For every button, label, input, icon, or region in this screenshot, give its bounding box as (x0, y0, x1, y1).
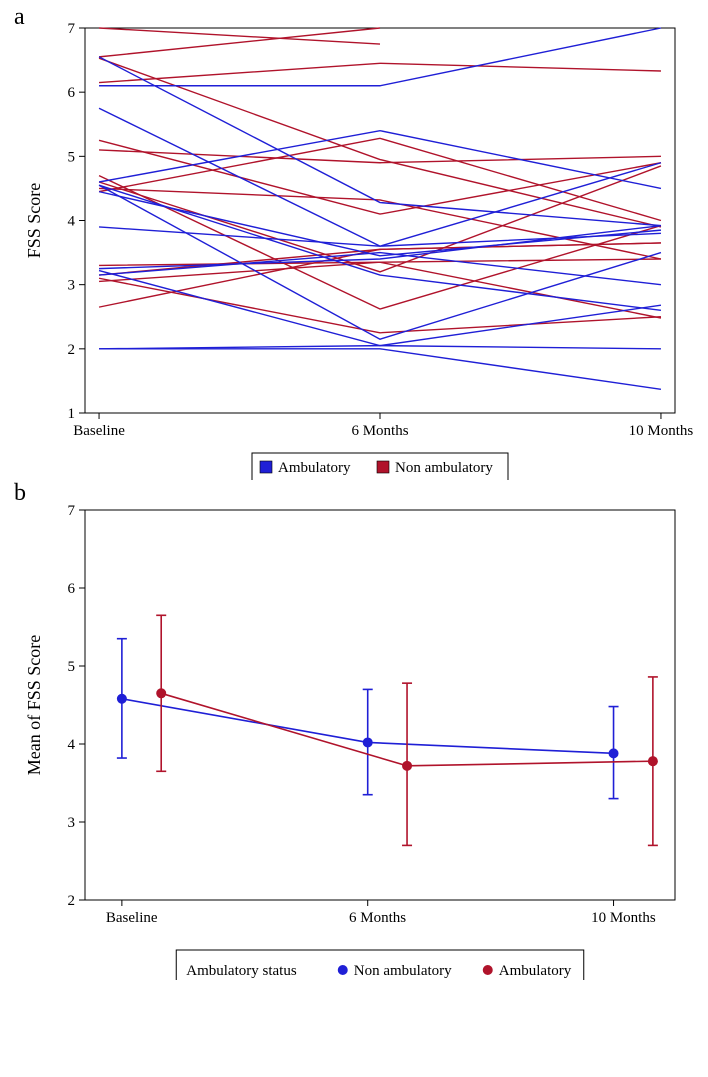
panel-b: b 2 3 4 5 6 7 Mean of FSS Score Baseline 6 Month… (0, 480, 708, 980)
svg-text:5: 5 (68, 149, 76, 165)
svg-text:Non ambulatory: Non ambulatory (354, 963, 452, 979)
svg-text:5: 5 (68, 659, 76, 675)
panel-a-chart: 1 2 3 4 5 6 7 FSS Score Baseline 6 Months 10 Month… (0, 0, 708, 480)
panel-a-label: a (14, 4, 25, 31)
svg-text:Ambulatory: Ambulatory (499, 963, 572, 979)
svg-text:2: 2 (68, 342, 76, 358)
svg-text:4: 4 (68, 737, 76, 753)
svg-text:4: 4 (68, 214, 76, 230)
svg-text:10 Months: 10 Months (629, 423, 694, 439)
svg-text:Baseline: Baseline (73, 423, 125, 439)
svg-text:7: 7 (68, 21, 76, 37)
svg-text:2: 2 (68, 893, 76, 909)
svg-text:Mean of FSS Score: Mean of FSS Score (24, 635, 44, 776)
panel-a: a 1 2 3 4 5 6 7 FSS Score Baseline 6 Months 10 Mon… (0, 0, 708, 480)
panel-b-label: b (14, 480, 26, 507)
svg-text:3: 3 (68, 815, 76, 831)
svg-text:10 Months: 10 Months (591, 910, 656, 926)
svg-text:6 Months: 6 Months (351, 423, 408, 439)
svg-text:FSS Score: FSS Score (24, 183, 44, 259)
panel-b-chart: 2 3 4 5 6 7 Mean of FSS Score Baseline 6 Months 1… (0, 480, 708, 980)
svg-text:3: 3 (68, 278, 76, 294)
svg-text:6: 6 (68, 85, 76, 101)
svg-text:Non ambulatory: Non ambulatory (395, 460, 493, 476)
svg-text:Ambulatory status: Ambulatory status (186, 963, 297, 979)
svg-text:6: 6 (68, 581, 76, 597)
svg-text:Baseline: Baseline (106, 910, 158, 926)
svg-text:6 Months: 6 Months (349, 910, 406, 926)
svg-text:1: 1 (68, 406, 76, 422)
figure: a 1 2 3 4 5 6 7 FSS Score Baseline 6 Months 10 Mon… (0, 0, 708, 980)
svg-text:7: 7 (68, 503, 76, 519)
svg-text:Ambulatory: Ambulatory (278, 460, 351, 476)
